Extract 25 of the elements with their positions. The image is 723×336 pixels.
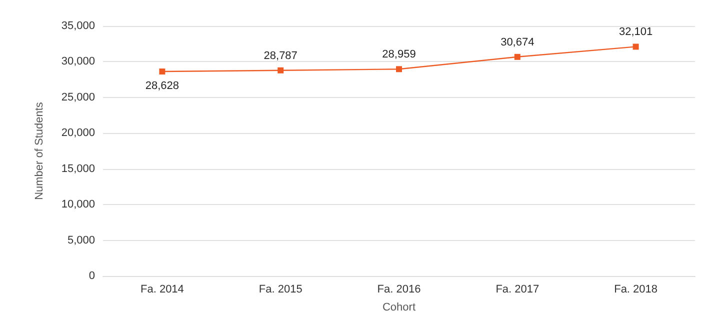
- y-tick-label: 5,000: [67, 234, 95, 246]
- y-tick-label: 25,000: [61, 91, 95, 104]
- data-label: 28,959: [382, 48, 416, 61]
- data-label: 28,628: [145, 80, 180, 92]
- data-label: 28,787: [264, 50, 298, 62]
- y-tick-label: 0: [88, 270, 95, 282]
- x-tick-label: Fa. 2015: [258, 284, 302, 296]
- x-tick-label: Fa. 2014: [140, 284, 184, 296]
- x-tick-label: Fa. 2016: [377, 284, 421, 296]
- data-label: 32,101: [618, 26, 653, 38]
- point: [278, 67, 284, 74]
- y-tick-label: 30,000: [61, 56, 95, 68]
- point: [514, 54, 520, 60]
- y-tick-label: 20,000: [61, 127, 95, 140]
- x-tick-label: Fa. 2018: [614, 284, 658, 296]
- y-tick-label: 35,000: [61, 20, 95, 32]
- y-tick-label: 10,000: [61, 198, 95, 211]
- y-tick-label: 15,000: [61, 162, 95, 175]
- point: [159, 68, 166, 75]
- x-tick-label: Fa. 2017: [496, 284, 540, 296]
- y-axis-title: Number of Students: [34, 102, 46, 200]
- point: [396, 66, 402, 72]
- data-label: 30,674: [500, 36, 534, 48]
- x-axis-title: Cohort: [382, 302, 416, 314]
- point: [632, 44, 639, 50]
